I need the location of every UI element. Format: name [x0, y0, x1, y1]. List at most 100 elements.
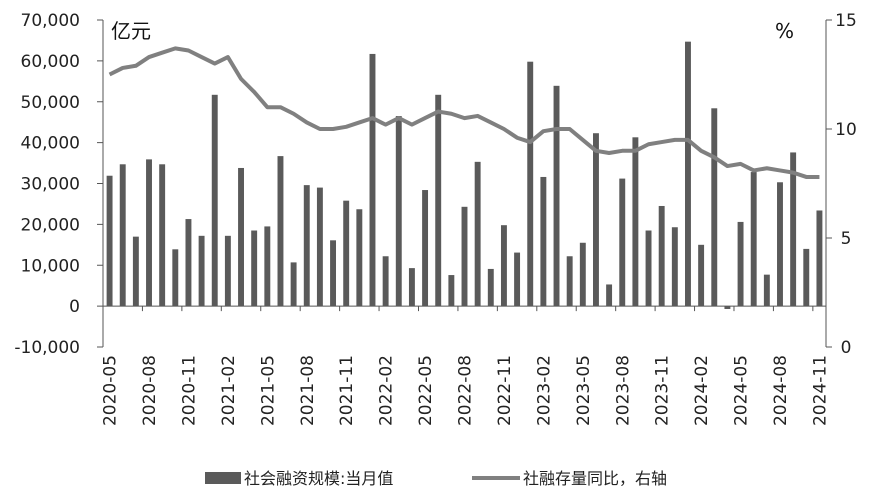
y-left-tick-label: 40,000 [21, 134, 80, 154]
y-left-tick-label: 70,000 [21, 11, 80, 31]
bar-series [106, 41, 823, 309]
line-series [108, 46, 820, 179]
bar [448, 275, 455, 307]
bar [540, 176, 547, 307]
bar [698, 244, 705, 307]
bar [514, 252, 521, 307]
bar [737, 221, 744, 307]
bar [566, 256, 573, 307]
bar [343, 200, 350, 307]
bar [579, 242, 586, 307]
bar [671, 227, 678, 307]
bar [658, 205, 665, 307]
x-tick-label: 2020-11 [179, 355, 199, 426]
bar [330, 240, 337, 307]
x-tick-label: 2022-11 [495, 355, 515, 426]
x-tick-label: 2024-05 [732, 355, 752, 426]
x-tick-label: 2024-11 [810, 355, 830, 426]
bar [711, 108, 718, 307]
bar [593, 133, 599, 307]
bar [106, 175, 113, 307]
y-left-tick-label: 20,000 [21, 215, 80, 235]
x-tick-label: 2023-11 [653, 355, 673, 426]
bar [264, 226, 271, 307]
x-tick-label: 2021-02 [219, 355, 239, 426]
bar [750, 172, 757, 307]
bar [408, 268, 415, 307]
bar [632, 137, 639, 307]
x-tick-label: 2021-11 [337, 355, 357, 426]
bar [316, 187, 323, 307]
y-right-tick-label: 10 [835, 120, 857, 140]
x-tick-label: 2022-08 [456, 355, 476, 426]
bar [500, 225, 507, 307]
bar [645, 230, 652, 307]
bar [382, 256, 389, 307]
x-tick-label: 2022-05 [416, 355, 436, 426]
legend: 社会融资规模:当月值 社融存量同比，右轴 [205, 469, 667, 488]
bar [198, 235, 205, 307]
bar [422, 190, 429, 307]
bar [146, 159, 152, 307]
x-tick-label: 2021-05 [258, 355, 278, 426]
bar [724, 306, 731, 309]
y-right-tick-label: 15 [835, 11, 857, 31]
y-left-tick-labels: -10,000 0 10,000 20,000 30,000 40,000 50,000 60… [14, 11, 80, 358]
bar [238, 167, 244, 307]
x-tick-label: 2024-02 [692, 355, 712, 426]
x-tick-label: 2024-08 [771, 355, 791, 426]
bar [369, 53, 376, 307]
bar [435, 94, 442, 307]
y-left-tick-label: 50,000 [21, 93, 80, 113]
y-left-tick-label: 10,000 [21, 256, 80, 276]
legend-bar-label: 社会融资规模:当月值 [244, 469, 393, 488]
bar [277, 156, 284, 307]
x-tick-label: 2022-02 [377, 355, 397, 426]
y-left-tick-label: -10,000 [14, 338, 80, 358]
bar [803, 248, 810, 307]
legend-line-label: 社融存量同比，右轴 [523, 469, 667, 488]
y-left-tick-label: 60,000 [21, 52, 80, 72]
y-right-tick-label: 0 [841, 338, 852, 358]
x-tick-label: 2023-08 [613, 355, 633, 426]
x-tick-label: 2021-08 [298, 355, 318, 426]
y-left-tick-label: 0 [69, 297, 80, 317]
bar [395, 116, 402, 307]
x-tick-label: 2023-05 [574, 355, 594, 426]
y-left-tick-label: 30,000 [21, 175, 80, 195]
bar [685, 41, 691, 307]
y-right-tick-label: 5 [841, 229, 852, 249]
y-right-tick-labels: 0 5 10 15 [835, 11, 857, 358]
bar [777, 182, 783, 307]
bar [487, 268, 494, 307]
bar [172, 249, 179, 307]
x-tick-label: 2020-08 [140, 355, 160, 426]
x-tick-label: 2020-05 [101, 355, 121, 426]
bar [224, 235, 231, 307]
bar [474, 161, 481, 307]
bar [303, 185, 310, 307]
bar [527, 61, 534, 307]
line-path [108, 46, 820, 179]
right-unit-label: % [775, 19, 794, 43]
bar [290, 262, 297, 307]
bar [763, 274, 770, 307]
bar [461, 206, 468, 307]
left-unit-label: 亿元 [111, 19, 151, 43]
legend-bar-swatch [205, 472, 241, 484]
bar [356, 209, 363, 307]
bar [553, 85, 560, 307]
bar [251, 230, 258, 307]
bar [132, 236, 139, 307]
bar [159, 164, 166, 307]
bar [619, 178, 626, 307]
bar [816, 210, 823, 307]
bar [606, 284, 613, 307]
x-tick-label: 2023-02 [534, 355, 554, 426]
bar [790, 152, 797, 307]
bar [211, 94, 218, 307]
bar [119, 164, 126, 307]
x-tick-labels: 2020-05 2020-08 2020-11 2021-02 2021-05 2021-… [101, 355, 831, 426]
bar [185, 219, 192, 307]
